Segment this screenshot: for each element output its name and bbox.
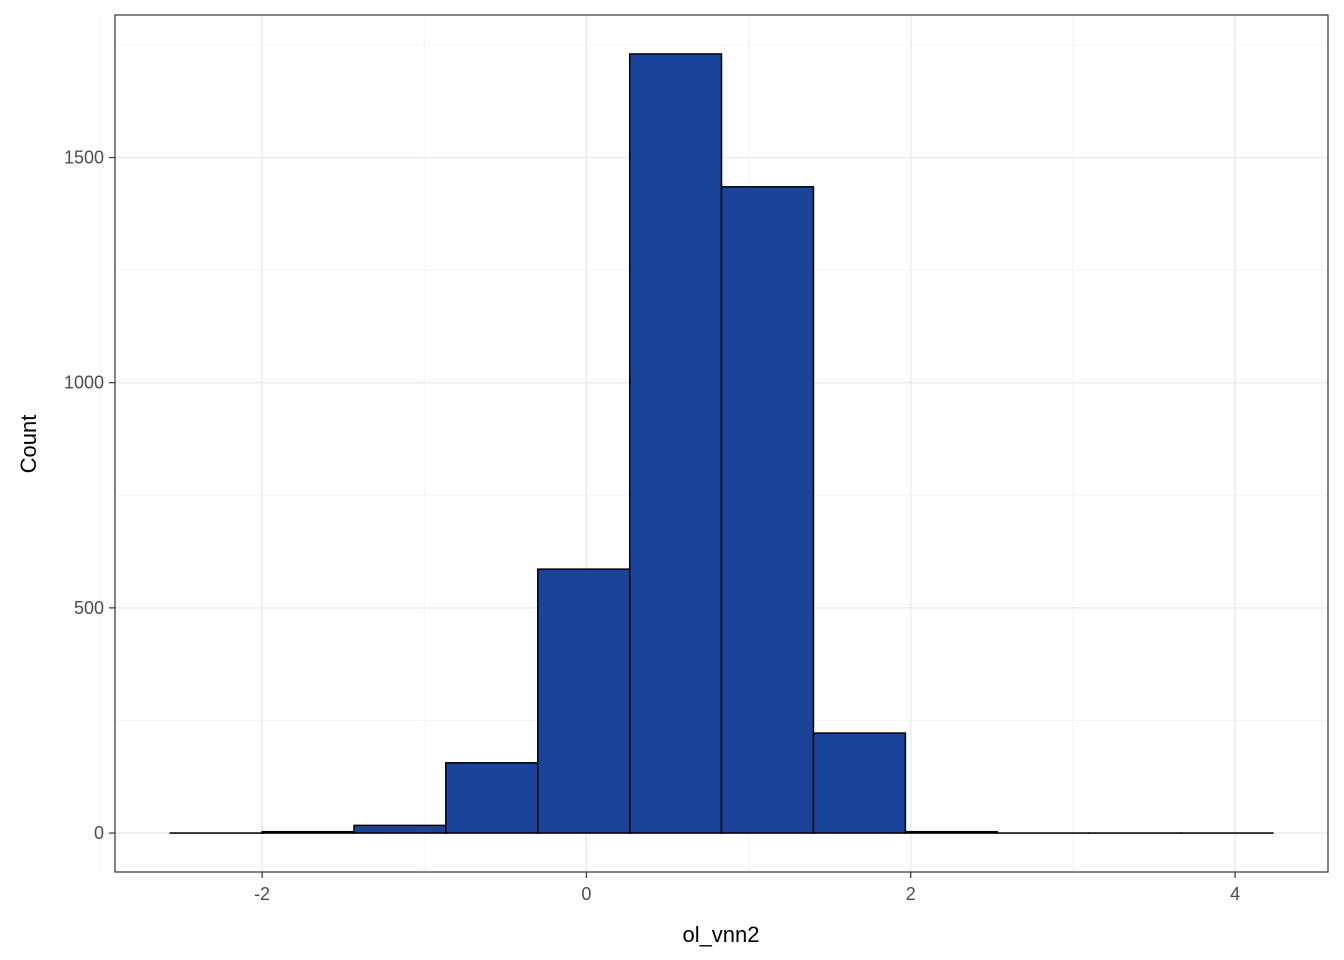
x-axis-title: ol_vnn2 xyxy=(682,922,759,947)
histogram-bar-8 xyxy=(812,732,907,834)
y-tick-label: 1000 xyxy=(64,373,104,393)
x-tick-label: 4 xyxy=(1230,884,1240,904)
y-axis-title: Count xyxy=(16,415,41,474)
histogram-bar-7 xyxy=(720,186,815,834)
histogram-bar-3 xyxy=(353,824,447,834)
histogram-bar-9 xyxy=(904,830,998,834)
x-tick-label: 0 xyxy=(581,884,591,904)
histogram-bar-4 xyxy=(445,762,539,834)
x-tick-label: 2 xyxy=(906,884,916,904)
y-tick-label: 1500 xyxy=(64,148,104,168)
histogram-bar-5 xyxy=(537,568,631,834)
panel-border xyxy=(114,14,1329,873)
y-tick-label: 500 xyxy=(74,598,104,618)
axis-ticks: -2 0 2 4 0 500 1000 1500 xyxy=(64,148,1240,904)
histogram-bar-6 xyxy=(628,53,723,834)
histogram-bars xyxy=(169,53,1274,834)
histogram-bar-2 xyxy=(261,830,355,834)
y-tick-label: 0 xyxy=(94,823,104,843)
x-tick-label: -2 xyxy=(254,884,270,904)
